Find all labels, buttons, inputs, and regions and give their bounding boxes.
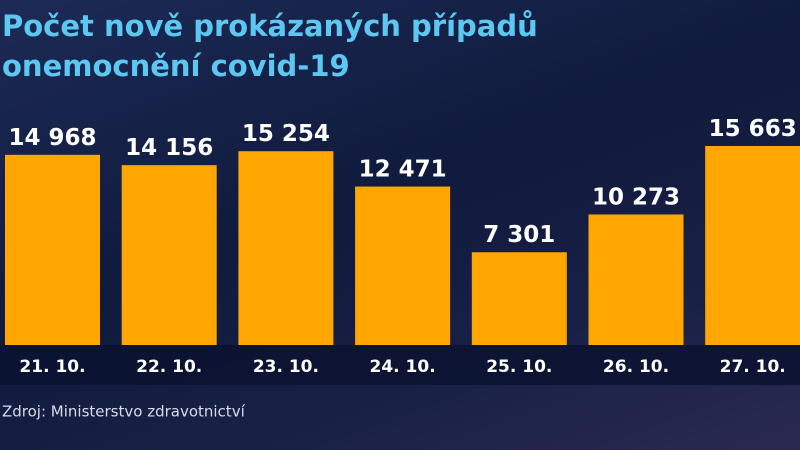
- value-label: 14 968: [8, 125, 96, 151]
- value-label: 14 156: [125, 135, 213, 161]
- source: Zdroj: Ministerstvo zdravotnictví: [2, 403, 246, 421]
- x-tick-label: 25. 10.: [486, 357, 552, 377]
- chart-title: Počet nově prokázaných případů onemocněn…: [2, 9, 538, 83]
- value-label: 7 301: [483, 222, 555, 248]
- x-tick-label: 24. 10.: [370, 357, 436, 377]
- category-band: [0, 345, 800, 385]
- x-tick-label: 22. 10.: [136, 357, 202, 377]
- x-tick-label: 27. 10.: [720, 357, 786, 377]
- bar: [238, 151, 334, 345]
- bar: [588, 214, 684, 345]
- bar: [471, 252, 567, 345]
- bar: [355, 186, 451, 345]
- bar: [121, 165, 217, 345]
- value-label: 10 273: [592, 184, 680, 210]
- x-tick-label: 23. 10.: [253, 357, 319, 377]
- x-tick-label: 21. 10.: [19, 357, 85, 377]
- x-tick-label: 26. 10.: [603, 357, 669, 377]
- bar: [705, 146, 800, 345]
- value-label: 15 254: [242, 121, 330, 147]
- value-label: 12 471: [359, 157, 447, 183]
- bar: [5, 154, 100, 345]
- value-label: 15 663: [709, 116, 797, 142]
